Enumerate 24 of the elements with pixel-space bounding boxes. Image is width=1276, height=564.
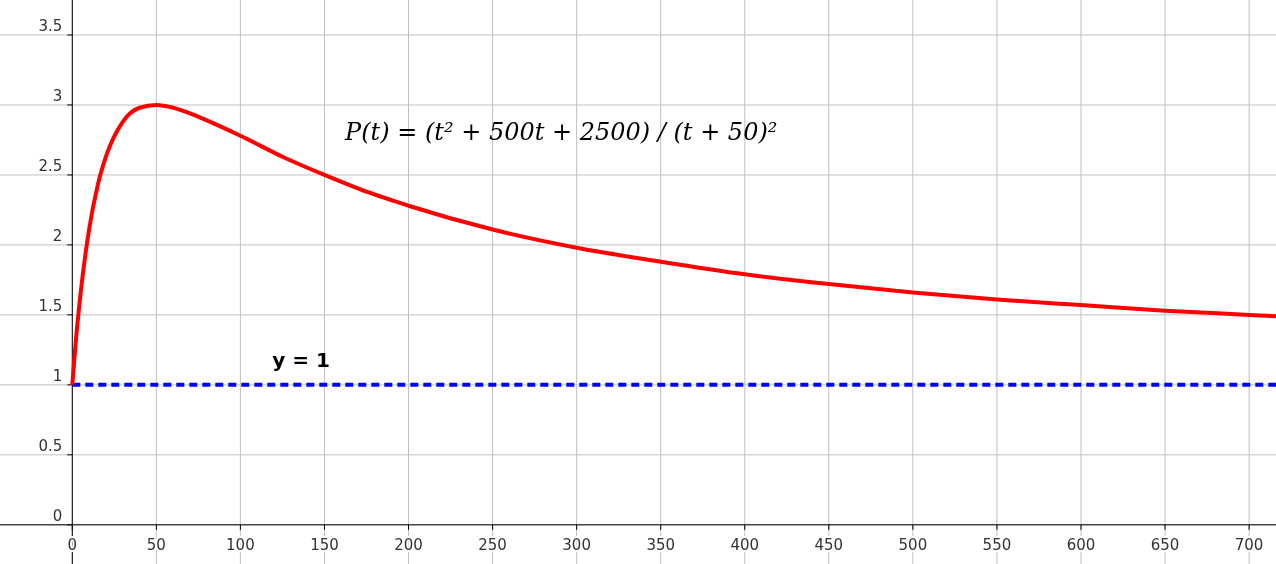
x-tick-label: 200 — [394, 535, 423, 554]
ref-line-label: y = 1 — [272, 347, 330, 372]
y-tick-label: 1 — [52, 366, 63, 385]
x-tick-label: 650 — [1150, 535, 1180, 554]
y-tick-label: 0 — [52, 506, 63, 525]
y-tick-label: 1.5 — [38, 296, 63, 315]
x-tick-label: 350 — [646, 535, 676, 554]
x-tick-label: 250 — [478, 535, 507, 554]
x-tick-label: 50 — [146, 535, 166, 554]
x-tick-label: 700 — [1234, 535, 1264, 554]
x-tick-label: 550 — [982, 535, 1012, 554]
annotation: P(t) = (t² + 500t + 2500) / (t + 50)² — [344, 118, 778, 146]
x-tick-label: 450 — [814, 535, 844, 554]
x-tick-label: 600 — [1066, 535, 1096, 554]
y-tick-label: 2 — [52, 226, 63, 245]
y-tick-label: 3.5 — [38, 16, 63, 35]
y-tick-label: 3 — [52, 86, 63, 105]
x-tick-label: 500 — [898, 535, 928, 554]
y-tick-label: 0.5 — [38, 436, 63, 455]
x-tick-label: 400 — [730, 535, 760, 554]
y-tick-label: 2.5 — [38, 156, 63, 175]
x-tick-label: 100 — [226, 535, 255, 554]
x-tick-label: 300 — [562, 535, 591, 554]
x-tick-label: 150 — [310, 535, 339, 554]
